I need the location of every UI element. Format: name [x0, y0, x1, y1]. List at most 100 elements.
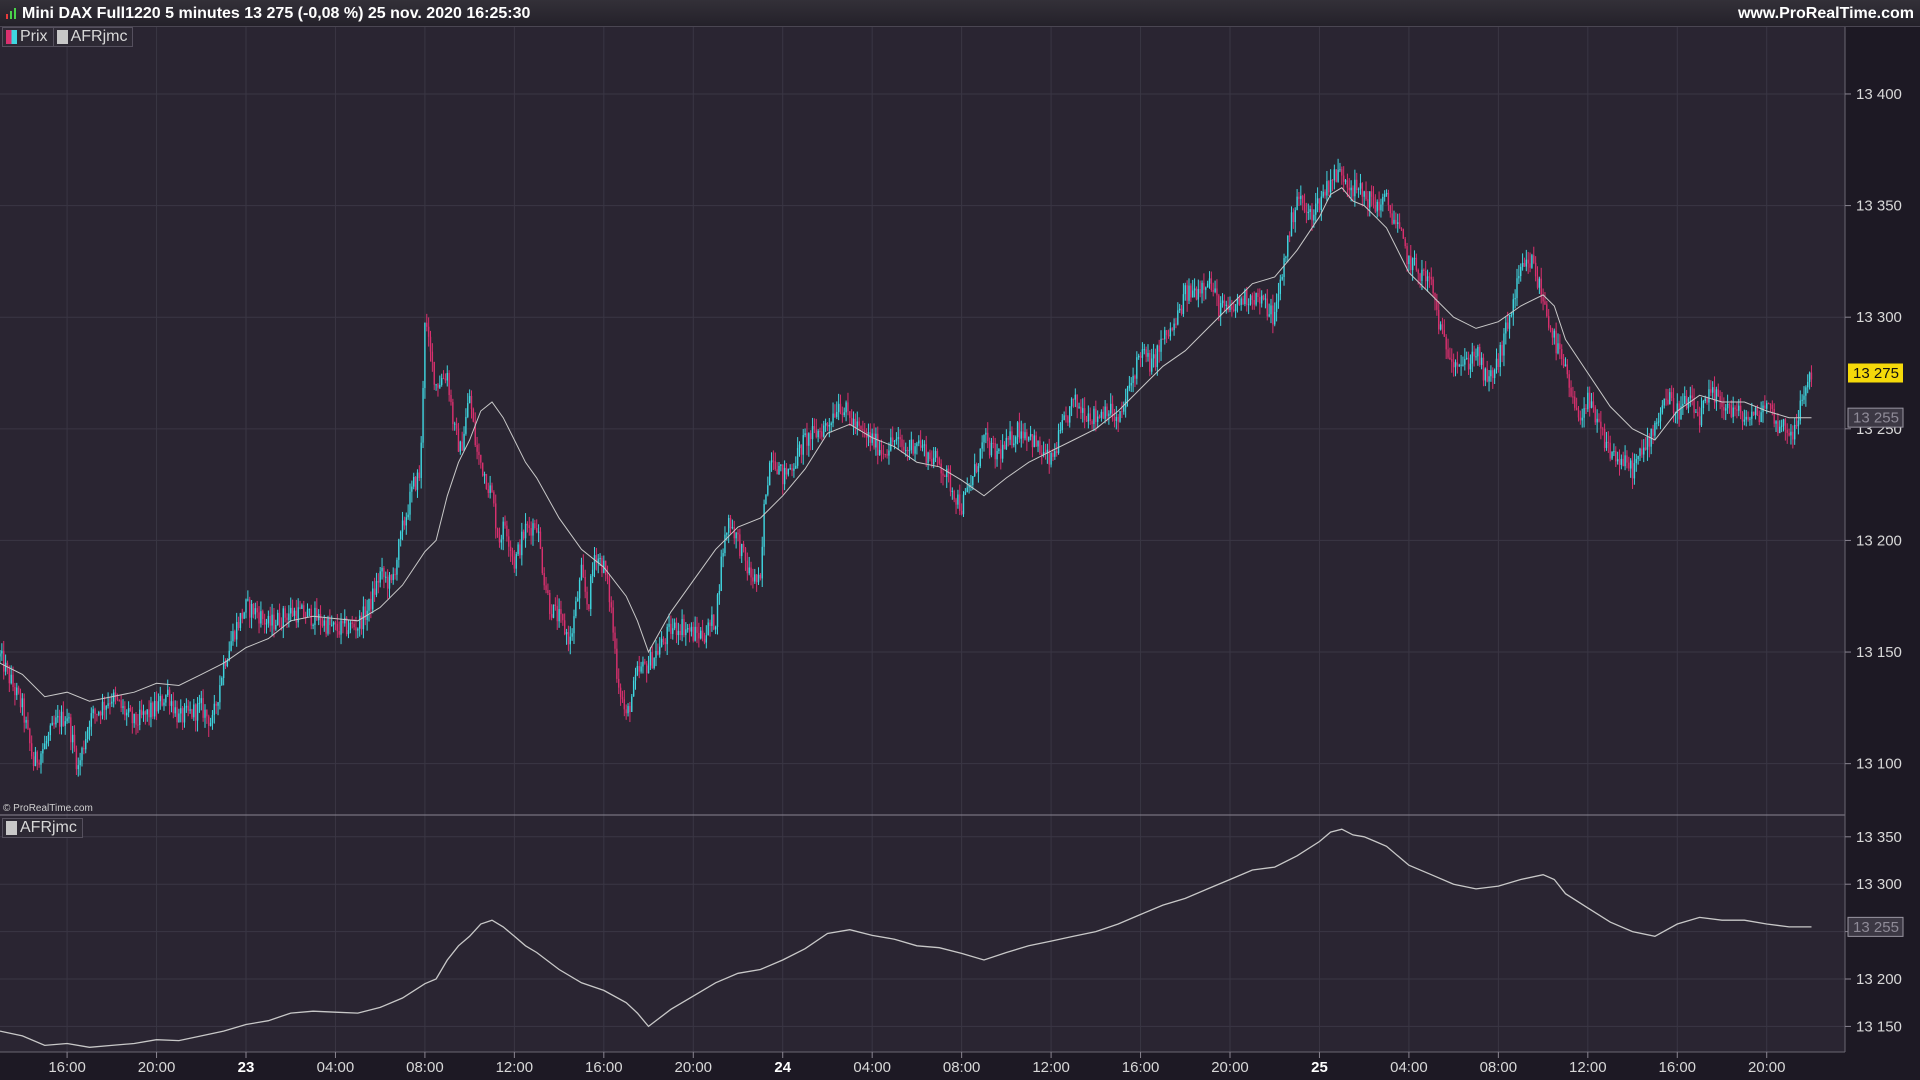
candle-body — [610, 602, 612, 608]
candle-body — [776, 469, 778, 475]
candle-body — [780, 464, 782, 466]
candle-body — [325, 620, 327, 634]
candle-body — [1546, 304, 1548, 317]
candle-body — [174, 707, 176, 714]
candle-body — [496, 528, 499, 538]
candle-body — [1342, 175, 1345, 182]
candle-body — [1756, 408, 1759, 416]
candle-body — [875, 433, 877, 448]
candle-body — [414, 476, 417, 490]
candle-body — [1786, 429, 1788, 433]
candle-body — [399, 531, 402, 540]
candle-body — [1760, 412, 1762, 423]
indicator-value-tag-top: 13 255 — [1847, 407, 1904, 428]
candle-body — [858, 421, 860, 426]
candle-body — [1089, 413, 1091, 422]
candle-body — [1680, 405, 1682, 420]
candle-body — [591, 569, 594, 577]
candle-body — [250, 603, 253, 618]
candle-body — [1244, 289, 1246, 305]
candle-body — [403, 520, 406, 526]
candle-body — [1383, 194, 1386, 197]
candle-body — [62, 711, 65, 726]
brand-link[interactable]: www.ProRealTime.com — [1737, 5, 1914, 22]
candle-body — [517, 544, 519, 555]
candle-body — [204, 709, 206, 718]
candle-body — [618, 678, 620, 688]
candle-body — [1145, 349, 1147, 357]
candle-body — [1320, 196, 1323, 210]
candle-body — [1182, 294, 1185, 314]
candle-body — [1160, 338, 1162, 352]
candle-body — [1538, 278, 1541, 288]
candle-body — [139, 709, 141, 725]
candle-body — [1104, 406, 1106, 419]
price-legend: Prix AFRjmc — [2, 27, 134, 47]
candle-body — [185, 705, 188, 708]
candle-body — [1205, 287, 1207, 290]
candle-body — [1231, 306, 1233, 310]
candle-body — [906, 450, 909, 452]
candle-body — [373, 588, 376, 595]
candle-body — [1669, 392, 1671, 405]
candle-body — [1795, 424, 1798, 427]
candle-body — [181, 708, 184, 723]
candle-body — [705, 635, 708, 643]
candle-body — [1234, 304, 1237, 311]
candle-body — [1678, 403, 1680, 420]
legend-item-prix[interactable]: Prix — [3, 28, 53, 46]
candle-body — [1734, 407, 1736, 410]
candle-body — [873, 433, 875, 448]
candle-body — [122, 706, 124, 708]
candle-body — [200, 698, 202, 703]
candle-body — [1279, 279, 1282, 294]
candle-body — [1797, 420, 1800, 427]
candle-body — [57, 716, 59, 718]
candle-body — [772, 460, 775, 462]
line-swatch-icon — [6, 821, 17, 835]
candle-body — [1570, 387, 1572, 397]
candle-body — [1137, 355, 1140, 358]
candle-body — [133, 713, 135, 724]
candle-body — [161, 696, 163, 706]
legend-item-afrjmc[interactable]: AFRjmc — [52, 28, 133, 46]
candle-body — [828, 424, 831, 427]
candle-body — [632, 680, 635, 697]
candle-body — [1473, 351, 1475, 357]
candle-body — [504, 521, 506, 526]
candle-body — [869, 432, 872, 443]
candle-body — [375, 580, 378, 595]
candle-body — [1277, 293, 1280, 302]
candle-body — [1238, 298, 1241, 305]
candle-body — [1216, 288, 1218, 296]
candle-body — [1510, 314, 1513, 316]
candle-body — [178, 713, 180, 723]
candle-body — [1663, 398, 1665, 406]
candle-body — [1577, 409, 1580, 418]
candle-body — [1566, 364, 1569, 375]
candle-body — [973, 464, 976, 477]
candle-body — [306, 609, 309, 618]
time-x-ticks: 16:00 20:00 23 04:00 08:00 12:00 16:00 20:00 24 0… — [48, 1052, 1786, 1076]
candle-body — [284, 608, 286, 618]
candle-body — [433, 361, 435, 385]
candle-body — [1016, 422, 1019, 438]
candle-body — [1326, 181, 1328, 196]
candle-body — [645, 663, 648, 674]
candle-body — [1697, 411, 1699, 417]
candle-body — [295, 610, 298, 623]
candle-body — [569, 636, 571, 645]
candle-body — [226, 660, 229, 667]
candle-body — [824, 423, 827, 426]
candle-body — [96, 713, 98, 715]
candle-body — [1294, 210, 1296, 223]
candle-body — [1533, 255, 1535, 263]
candle-body — [1380, 204, 1382, 211]
price-panel-bg — [0, 27, 1845, 815]
legend-item-afrjmc[interactable]: AFRjmc — [3, 819, 82, 837]
candle-body — [452, 402, 454, 425]
candle-body — [1087, 413, 1090, 422]
last-price-tag: 13 275 — [1848, 363, 1903, 383]
